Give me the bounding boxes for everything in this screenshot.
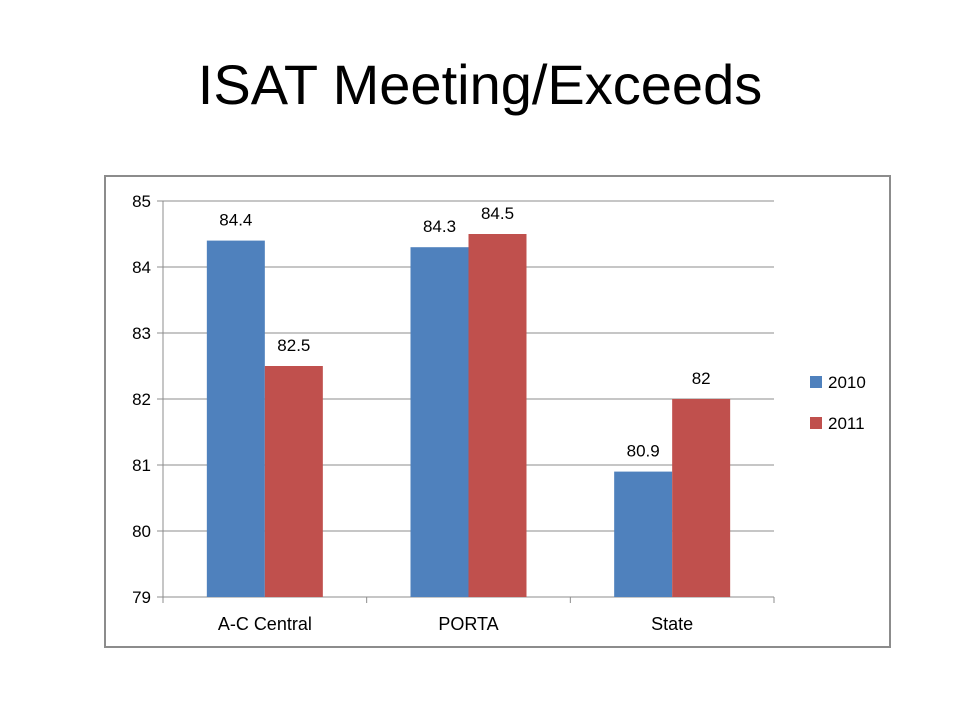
- bar: [206, 240, 265, 597]
- y-tick-label: 79: [132, 588, 151, 607]
- chart-frame: 79 80 81 82 83 84 85 84.4 82.5 A-C Central 84.3 84.…: [104, 175, 891, 648]
- legend-label: 2011: [828, 414, 865, 433]
- legend-swatch: [810, 417, 822, 429]
- category-label: A-C Central: [218, 614, 312, 634]
- legend-label: 2010: [828, 373, 866, 392]
- data-label: 80.9: [627, 442, 660, 461]
- y-tick-label: 85: [132, 192, 151, 211]
- bar: [410, 247, 469, 597]
- y-tick-label: 81: [132, 456, 151, 475]
- slide-title: ISAT Meeting/Exceeds: [197, 53, 763, 116]
- y-tick-label: 82: [132, 390, 151, 409]
- category-label: PORTA: [438, 614, 498, 634]
- data-label: 84.4: [219, 211, 252, 230]
- data-label: 84.3: [423, 217, 456, 236]
- y-tick-label: 84: [132, 258, 151, 277]
- bar: [614, 471, 673, 597]
- data-label: 82: [692, 369, 711, 388]
- y-tick-label: 83: [132, 324, 151, 343]
- data-label: 84.5: [481, 204, 514, 223]
- bar: [264, 366, 323, 597]
- bar-chart: 79 80 81 82 83 84 85 84.4 82.5 A-C Central 84.3 84.…: [132, 192, 866, 634]
- bar: [468, 234, 527, 597]
- legend-swatch: [810, 376, 822, 388]
- bar: [672, 399, 731, 597]
- y-tick-label: 80: [132, 522, 151, 541]
- category-label: State: [651, 614, 693, 634]
- data-label: 82.5: [277, 336, 310, 355]
